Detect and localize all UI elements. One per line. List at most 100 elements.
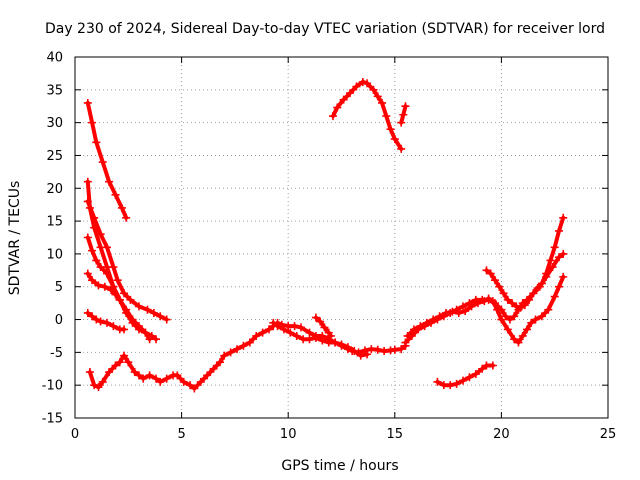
- data-point: [88, 276, 97, 285]
- data-series: [83, 77, 568, 393]
- data-point: [239, 341, 248, 350]
- data-point: [100, 282, 109, 291]
- data-point: [245, 338, 254, 347]
- data-point: [503, 295, 512, 304]
- data-point: [544, 305, 553, 314]
- y-axis-label: SDTVAR / TECUs: [7, 181, 23, 296]
- data-point: [369, 85, 378, 94]
- data-point: [550, 292, 559, 301]
- data-point: [233, 345, 242, 354]
- data-point: [401, 338, 410, 347]
- series-arc-8: [269, 318, 372, 360]
- series-arc-3: [83, 197, 171, 324]
- y-tick-label: -15: [42, 412, 63, 427]
- y-tick-label: 20: [46, 182, 63, 197]
- data-point: [508, 299, 517, 308]
- data-point: [346, 89, 355, 98]
- y-tick-label: 30: [46, 116, 63, 131]
- data-point: [386, 125, 395, 134]
- data-point: [473, 299, 482, 308]
- data-point: [486, 269, 495, 278]
- data-point: [527, 318, 536, 327]
- data-point: [495, 282, 504, 291]
- series-arc-15: [433, 361, 497, 390]
- data-point: [92, 256, 101, 265]
- data-point: [156, 377, 165, 386]
- series-arc-14: [482, 213, 568, 312]
- data-point: [85, 368, 94, 377]
- data-point: [115, 358, 124, 367]
- data-point: [111, 290, 120, 299]
- data-point: [537, 279, 546, 288]
- data-point: [190, 384, 199, 393]
- data-point: [279, 325, 288, 334]
- data-point: [102, 269, 111, 278]
- series-trace: [271, 320, 370, 358]
- data-point: [105, 368, 114, 377]
- y-tick-label: 10: [46, 247, 63, 262]
- data-point: [484, 294, 493, 303]
- data-point: [356, 351, 365, 360]
- data-point: [429, 315, 438, 324]
- data-point: [358, 77, 367, 86]
- data-point: [83, 308, 92, 317]
- data-point: [441, 308, 450, 317]
- data-point: [98, 158, 107, 167]
- data-point: [397, 118, 406, 127]
- data-point: [505, 315, 514, 324]
- data-point: [88, 118, 97, 127]
- data-point: [461, 307, 470, 316]
- x-tick-label: 5: [177, 427, 185, 442]
- data-point: [196, 377, 205, 386]
- data-point: [433, 377, 442, 386]
- data-point: [546, 256, 555, 265]
- data-point: [537, 312, 546, 321]
- data-point: [482, 266, 491, 275]
- data-point: [152, 374, 161, 383]
- data-point: [435, 312, 444, 321]
- data-point: [363, 350, 372, 359]
- data-point: [510, 312, 519, 321]
- data-point: [265, 325, 274, 334]
- data-point: [522, 325, 531, 334]
- data-point: [120, 289, 129, 298]
- series-arc-13: [403, 272, 568, 347]
- data-point: [186, 381, 195, 390]
- data-point: [139, 374, 148, 383]
- series-arc-10: [328, 77, 406, 153]
- data-point: [134, 322, 143, 331]
- data-point: [296, 323, 305, 332]
- data-point: [292, 331, 301, 340]
- data-point: [94, 281, 103, 290]
- y-tick-label: 15: [46, 215, 63, 230]
- data-point: [352, 82, 361, 91]
- data-point: [397, 345, 406, 354]
- y-tick-label: 25: [46, 149, 63, 164]
- data-point: [448, 307, 457, 316]
- data-point: [122, 213, 131, 222]
- data-point: [326, 331, 335, 340]
- data-point: [179, 377, 188, 386]
- data-point: [373, 92, 382, 101]
- data-point: [83, 269, 92, 278]
- data-point: [113, 276, 122, 285]
- data-point: [446, 381, 455, 390]
- data-point: [471, 370, 480, 379]
- data-point: [305, 335, 314, 344]
- data-point: [215, 358, 224, 367]
- data-point: [107, 286, 116, 295]
- data-point: [554, 226, 563, 235]
- data-point: [422, 318, 431, 327]
- data-point: [478, 364, 487, 373]
- data-point: [516, 303, 525, 312]
- data-point: [149, 308, 158, 317]
- data-point: [83, 233, 92, 242]
- data-point: [130, 368, 139, 377]
- data-point: [343, 343, 352, 352]
- data-point: [559, 213, 568, 222]
- data-point: [320, 323, 329, 332]
- data-point: [331, 338, 340, 347]
- data-point: [162, 315, 171, 324]
- data-point: [531, 315, 540, 324]
